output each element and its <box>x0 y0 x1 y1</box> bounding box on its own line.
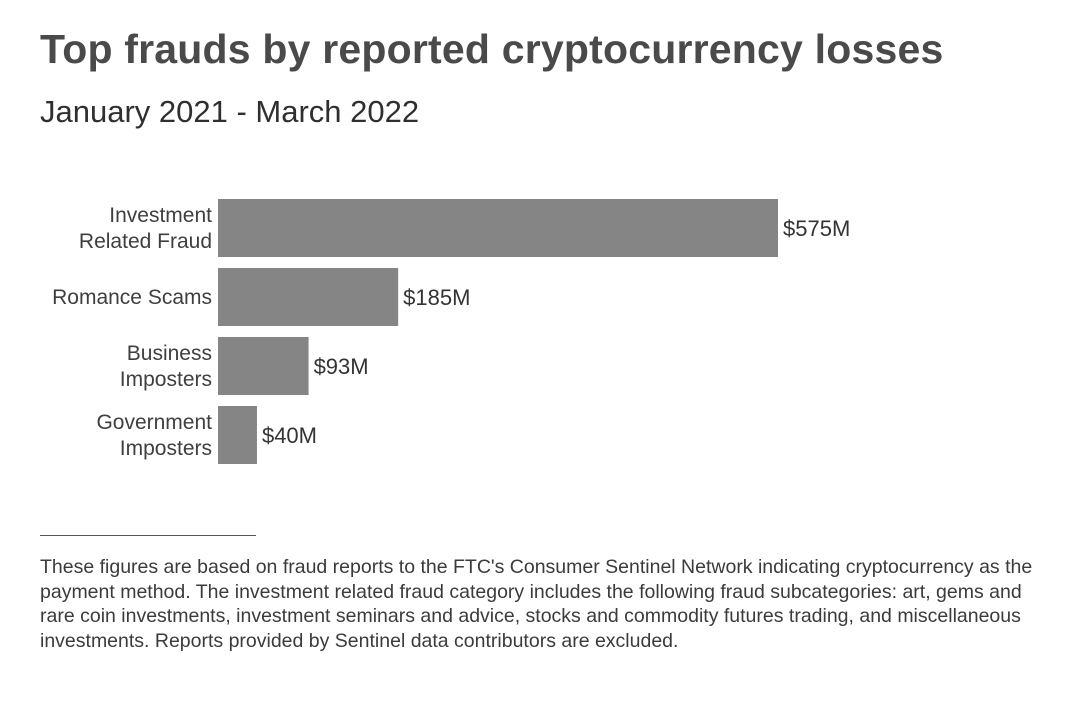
value-label-government-imposters: $40M <box>262 423 317 448</box>
bar-romance-scams <box>218 268 399 326</box>
value-label-investment-related-fraud: $575M <box>783 216 850 241</box>
chart-title: Top frauds by reported cryptocurrency lo… <box>40 26 944 72</box>
category-label-business-imposters: Business Imposters <box>120 342 212 391</box>
category-label-government-imposters: Government Imposters <box>96 411 212 460</box>
bar-investment-related-fraud <box>218 199 778 257</box>
bar-government-imposters <box>218 406 257 464</box>
category-label-romance-scams: Romance Scams <box>52 286 212 309</box>
category-label-investment-related-fraud: Investment Related Fraud <box>79 204 212 253</box>
value-label-business-imposters: $93M <box>314 354 369 379</box>
footnote-text: These figures are based on fraud reports… <box>40 556 1033 652</box>
bar-chart: Investment Related Fraud $575M Romance Scam… <box>52 199 850 464</box>
bar-business-imposters <box>218 337 309 395</box>
chart-subtitle: January 2021 - March 2022 <box>40 94 420 129</box>
value-label-romance-scams: $185M <box>403 285 470 310</box>
footnote-divider <box>40 535 256 536</box>
